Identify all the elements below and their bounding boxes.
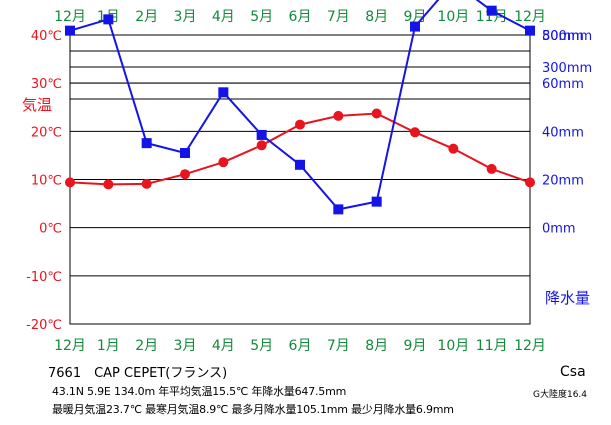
- month-label-bottom: 12月: [54, 338, 86, 354]
- precipitation-point: [103, 14, 114, 25]
- month-label-top: 3月: [174, 9, 197, 25]
- temp-axis-label: 気温: [22, 96, 52, 114]
- month-label-top: 5月: [250, 9, 273, 25]
- precip-axis-label: 降水量: [545, 289, 590, 307]
- month-label-top: 12月: [514, 9, 546, 25]
- month-label-bottom: 9月: [404, 338, 427, 354]
- station-info-line2: 最暖月気温23.7℃ 最寒月気温8.9℃ 最多月降水量105.1mm 最少月降水…: [52, 403, 454, 416]
- month-label-top: 6月: [289, 9, 312, 25]
- temperature-point: [371, 108, 382, 119]
- precip-tick-label: 60mm: [542, 77, 584, 92]
- temperature-point: [103, 179, 114, 190]
- month-label-bottom: 5月: [250, 338, 273, 354]
- climate-class: Csa: [560, 364, 586, 380]
- month-label-top: 8月: [365, 9, 388, 25]
- month-label-top: 12月: [54, 9, 86, 25]
- month-label-bottom: 11月: [476, 338, 508, 354]
- precipitation-point: [486, 5, 497, 16]
- month-label-top: 11月: [476, 9, 508, 25]
- month-label-bottom: 8月: [365, 338, 388, 354]
- precipitation-point: [525, 25, 535, 36]
- month-label-bottom: 12月: [514, 338, 546, 354]
- month-label-bottom: 7月: [327, 338, 350, 354]
- continentality: G大陸度16.4: [533, 390, 588, 400]
- month-label-bottom: 3月: [174, 338, 197, 354]
- temperature-point: [218, 157, 229, 168]
- precipitation-point: [141, 138, 152, 149]
- temperature-point: [333, 110, 344, 121]
- temperature-point: [256, 140, 267, 151]
- temp-tick-label: -20℃: [26, 318, 62, 333]
- precipitation-point: [410, 21, 420, 32]
- temperature-point: [525, 177, 535, 188]
- temperature-point: [295, 119, 305, 130]
- temperature-point: [410, 127, 420, 138]
- month-label-bottom: 1月: [97, 338, 120, 354]
- temp-tick-label: 0℃: [39, 222, 62, 237]
- temperature-point: [180, 169, 190, 180]
- station-name: 7661 CAP CEPET(フランス): [48, 366, 228, 381]
- month-label-top: 10月: [437, 9, 469, 25]
- precip-tick-label: 0mm: [542, 222, 576, 237]
- precip-tick-label: 300mm: [542, 61, 592, 76]
- temperature-point: [65, 177, 75, 188]
- month-label-bottom: 10月: [437, 338, 469, 354]
- month-label-bottom: 6月: [289, 338, 312, 354]
- temperature-point: [141, 178, 152, 189]
- month-label-bottom: 2月: [135, 338, 158, 354]
- temperature-point: [448, 143, 459, 154]
- temp-tick-label: 20℃: [31, 125, 62, 140]
- precip-tick-label: 500mm: [542, 29, 592, 44]
- precipitation-point: [256, 129, 267, 140]
- precipitation-point: [218, 87, 229, 98]
- temperature-point: [486, 163, 497, 174]
- month-label-bottom: 4月: [212, 338, 235, 354]
- precipitation-line: [69, 0, 531, 211]
- precipitation-point: [333, 204, 344, 215]
- month-label-top: 7月: [327, 9, 350, 25]
- month-label-top: 4月: [212, 9, 235, 25]
- station-info-line1: 43.1N 5.9E 134.0m 年平均気温15.5℃ 年降水量647.5mm: [52, 385, 347, 398]
- temp-tick-label: -10℃: [26, 270, 62, 285]
- temp-tick-label: 40℃: [31, 29, 62, 44]
- temp-tick-label: 30℃: [31, 77, 62, 92]
- temp-tick-label: 10℃: [31, 174, 62, 189]
- month-label-top: 2月: [135, 9, 158, 25]
- precipitation-point: [295, 159, 305, 170]
- precip-tick-label: 20mm: [542, 174, 584, 189]
- precip-tick-label: 80mm: [542, 29, 584, 44]
- precipitation-point: [180, 148, 190, 159]
- precip-tick-label: 40mm: [542, 125, 584, 140]
- precipitation-point: [65, 25, 75, 36]
- precipitation-point: [371, 196, 382, 207]
